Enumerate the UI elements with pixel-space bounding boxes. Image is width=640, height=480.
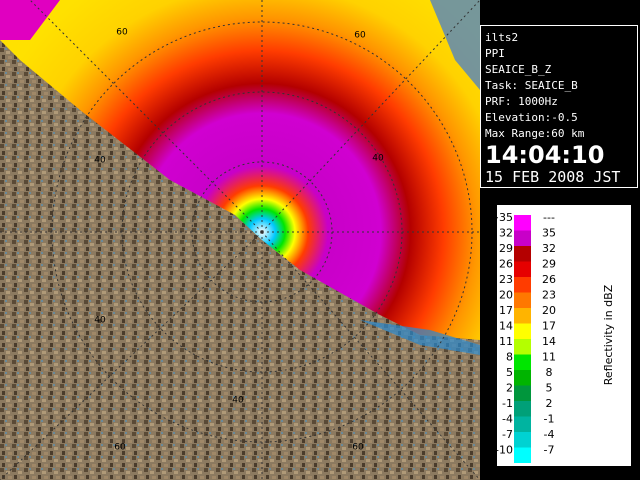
legend-low: 2 xyxy=(506,382,513,395)
legend-high: 5 xyxy=(546,382,553,395)
legend-high: 17 xyxy=(542,320,556,333)
legend-swatch xyxy=(514,261,531,277)
legend-low: 5 xyxy=(506,366,513,379)
legend-high: -1 xyxy=(544,413,555,426)
legend-high: 20 xyxy=(542,304,556,317)
legend-title: Reflectivity in dBZ xyxy=(602,284,615,385)
legend-low: 20 xyxy=(499,289,513,302)
legend-swatch xyxy=(514,308,531,324)
info-line: PRF: 1000Hz xyxy=(485,95,558,108)
legend-high: 26 xyxy=(542,273,556,286)
legend-high: 35 xyxy=(542,227,556,240)
legend-graphic: Reflectivity in dBZ >35 --- 32 35 29 32 26 29 23… xyxy=(490,211,615,463)
legend-low: 14 xyxy=(499,320,513,333)
range-label: 60 xyxy=(352,443,364,453)
range-label: 40 xyxy=(94,156,106,166)
date: 15 FEB 2008 JST xyxy=(485,168,621,186)
echo-edge xyxy=(430,0,480,90)
legend-low: -7 xyxy=(502,428,513,441)
legend-high: 29 xyxy=(542,258,556,271)
legend-low: 8 xyxy=(506,351,513,364)
legend-low: 23 xyxy=(499,273,513,286)
legend-low: 32 xyxy=(499,227,513,240)
info-panel: ilts2 PPI SEAICE_B_Z Task: SEAICE_B PRF: 100… xyxy=(480,25,638,188)
echo-region xyxy=(0,0,480,340)
legend-high: -4 xyxy=(544,428,555,441)
legend-swatch xyxy=(514,339,531,355)
legend-high: -7 xyxy=(544,444,555,457)
info-line: Max Range:60 km xyxy=(485,127,585,140)
legend-high: 32 xyxy=(542,242,556,255)
legend-swatch xyxy=(514,230,531,246)
time: 14:04:10 xyxy=(485,141,605,169)
legend-swatch xyxy=(514,215,531,231)
range-label: 40 xyxy=(232,396,244,406)
echo-edge xyxy=(0,0,60,40)
legend-high: --- xyxy=(543,211,555,224)
radar-ppi: 60 60 40 40 40 40 60 60 xyxy=(0,0,480,480)
legend-high: 14 xyxy=(542,335,556,348)
legend-swatch xyxy=(514,370,531,386)
echo-edge xyxy=(360,320,480,355)
range-label: 40 xyxy=(94,316,106,326)
legend-low: 11 xyxy=(499,335,513,348)
legend-swatch xyxy=(514,354,531,370)
legend-low: 17 xyxy=(499,304,513,317)
legend-swatch xyxy=(514,447,531,463)
legend-swatch xyxy=(514,292,531,308)
legend-low: -4 xyxy=(502,413,513,426)
legend-low: -1 xyxy=(502,397,513,410)
range-label: 60 xyxy=(116,28,128,38)
info-line: SEAICE_B_Z xyxy=(485,63,552,76)
range-rings xyxy=(0,0,480,480)
legend-low: -10 xyxy=(497,444,513,457)
legend-swatch xyxy=(514,277,531,293)
legend-low: >35 xyxy=(497,211,513,224)
legend-low: 26 xyxy=(499,258,513,271)
range-label: 60 xyxy=(354,31,366,41)
legend-swatch xyxy=(514,323,531,339)
legend-high: 2 xyxy=(546,397,553,410)
legend-high: 11 xyxy=(542,351,556,364)
legend-high: 23 xyxy=(542,289,556,302)
legend: Reflectivity in dBZ >35 --- 32 35 29 32 26 29 23… xyxy=(490,205,631,466)
info-line: Task: SEAICE_B xyxy=(485,79,578,92)
legend-swatch xyxy=(514,246,531,262)
range-label: 40 xyxy=(372,154,384,164)
info-line: ilts2 xyxy=(485,31,519,44)
range-label: 60 xyxy=(114,443,126,453)
legend-high: 8 xyxy=(546,366,553,379)
legend-swatch xyxy=(514,401,531,417)
legend-swatch xyxy=(514,385,531,401)
legend-swatch xyxy=(514,432,531,448)
legend-low: 29 xyxy=(499,242,513,255)
info-line: PPI xyxy=(485,47,505,60)
legend-swatch xyxy=(514,416,531,432)
info-line: Elevation:-0.5 xyxy=(485,111,578,124)
